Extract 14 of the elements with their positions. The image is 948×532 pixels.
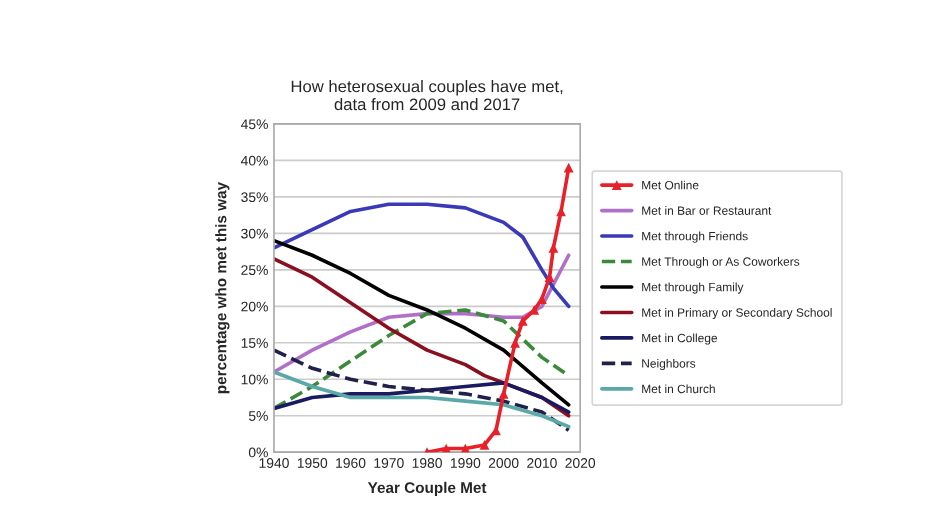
point — [548, 243, 559, 253]
line-series — [273, 238, 571, 407]
line-series — [273, 202, 571, 309]
point — [537, 294, 547, 304]
point — [479, 440, 490, 450]
line-series — [273, 348, 571, 433]
line-series — [273, 381, 571, 414]
point — [517, 316, 528, 326]
chart-title: How heterosexual couples have met, data from 2009 and 2017 — [291, 80, 563, 111]
point — [510, 337, 520, 348]
line-series — [273, 308, 571, 411]
line-series — [273, 253, 571, 374]
line-series — [273, 370, 571, 429]
point — [563, 162, 574, 173]
